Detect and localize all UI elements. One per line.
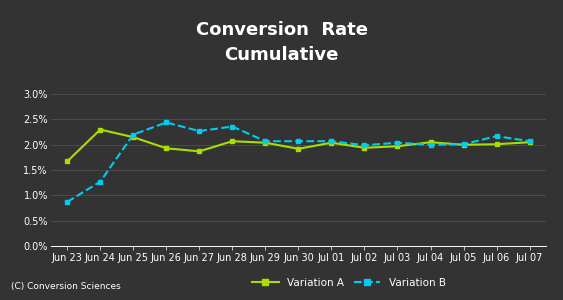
Variation A	[295, 147, 302, 151]
Variation A	[493, 142, 500, 146]
Line: Variation A: Variation A	[65, 127, 532, 164]
Variation B	[97, 180, 104, 184]
Variation B	[295, 140, 302, 143]
Variation B	[427, 143, 434, 146]
Variation B	[163, 121, 169, 124]
Variation A	[163, 146, 169, 150]
Variation A	[427, 140, 434, 144]
Legend: Variation A, Variation B: Variation A, Variation B	[248, 274, 450, 292]
Variation A	[361, 146, 368, 150]
Text: Conversion  Rate
Cumulative: Conversion Rate Cumulative	[195, 21, 368, 64]
Variation A	[64, 160, 70, 163]
Variation B	[328, 140, 335, 143]
Variation B	[526, 140, 533, 143]
Variation B	[394, 141, 401, 145]
Line: Variation B: Variation B	[65, 120, 532, 204]
Variation A	[229, 140, 236, 143]
Variation A	[97, 128, 104, 131]
Variation B	[460, 142, 467, 146]
Variation A	[196, 149, 203, 153]
Text: (C) Conversion Sciences: (C) Conversion Sciences	[11, 282, 121, 291]
Variation A	[130, 135, 137, 139]
Variation A	[394, 145, 401, 148]
Variation A	[526, 140, 533, 144]
Variation A	[460, 143, 467, 146]
Variation B	[493, 134, 500, 138]
Variation B	[229, 125, 236, 128]
Variation B	[64, 200, 70, 204]
Variation B	[262, 140, 269, 143]
Variation A	[262, 141, 269, 145]
Variation A	[328, 141, 335, 145]
Variation B	[130, 133, 137, 136]
Variation B	[196, 129, 203, 133]
Variation B	[361, 143, 368, 147]
